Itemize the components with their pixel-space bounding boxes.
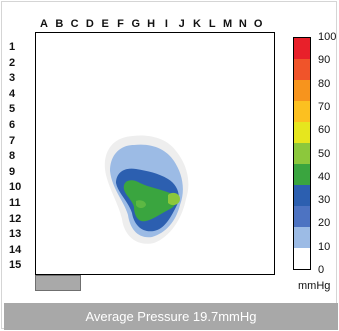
column-label-m: M	[223, 18, 233, 30]
legend-gray-swatch	[35, 275, 81, 291]
column-label-f: F	[117, 18, 124, 30]
scale-label-100: 100	[318, 31, 337, 43]
column-label-l: L	[208, 18, 216, 30]
pressure-heatmap-graphic	[104, 135, 189, 244]
row-label-3: 3	[9, 72, 16, 85]
scale-segment	[294, 206, 310, 227]
scale-label-20: 20	[318, 217, 331, 230]
scale-segment	[294, 122, 310, 143]
scale-segment	[294, 38, 310, 59]
scale-segment	[294, 185, 310, 206]
row-label-4: 4	[9, 87, 16, 100]
row-label-6: 6	[9, 119, 16, 131]
scale-label-0: 0	[318, 264, 325, 276]
scale-segment	[294, 248, 310, 269]
column-label-a: A	[40, 18, 48, 30]
row-label-7: 7	[9, 134, 16, 147]
scale-label-90: 90	[318, 54, 331, 67]
column-label-i: I	[164, 18, 168, 30]
scale-unit-label: mmHg	[298, 280, 331, 292]
average-pressure-caption: Average Pressure 19.7mmHg	[4, 303, 338, 330]
scale-segment	[294, 59, 310, 80]
row-label-13: 13	[9, 228, 22, 241]
pressure-zone-peak	[136, 200, 146, 208]
scale-label-30: 30	[318, 194, 331, 207]
column-label-b: B	[55, 18, 64, 30]
column-label-o: O	[253, 18, 263, 30]
column-label-k: K	[193, 18, 201, 30]
scale-segment	[294, 101, 310, 122]
scale-label-50: 50	[318, 147, 331, 160]
row-label-8: 8	[9, 150, 16, 163]
pressure-zone-high	[123, 180, 176, 222]
column-label-g: G	[131, 18, 141, 30]
scale-segment	[294, 227, 310, 248]
scale-label-70: 70	[318, 100, 331, 113]
row-label-9: 9	[9, 165, 16, 178]
scale-label-40: 40	[318, 170, 331, 183]
row-label-11: 11	[9, 197, 21, 209]
scale-label-60: 60	[318, 124, 331, 137]
column-label-c: C	[70, 18, 79, 30]
scale-label-10: 10	[318, 240, 331, 253]
column-label-h: H	[147, 18, 156, 30]
column-label-d: D	[85, 18, 94, 30]
column-label-n: N	[238, 18, 247, 30]
column-label-e: E	[101, 18, 109, 30]
row-label-5: 5	[9, 103, 16, 116]
scale-segment	[294, 164, 310, 185]
scale-segment	[294, 80, 310, 101]
column-label-j: J	[178, 18, 185, 30]
pressure-zone-peak	[168, 192, 180, 206]
row-label-12: 12	[9, 212, 22, 225]
row-label-14: 14	[9, 243, 22, 256]
row-label-1: 1	[9, 41, 16, 53]
row-label-10: 10	[9, 181, 22, 194]
average-pressure-text: Average Pressure 19.7mmHg	[85, 309, 257, 324]
row-label-15: 15	[9, 259, 22, 272]
row-label-2: 2	[9, 56, 16, 69]
scale-segment	[294, 143, 310, 164]
pressure-heatmap	[35, 32, 275, 275]
pressure-color-scale	[293, 37, 311, 270]
scale-label-80: 80	[318, 77, 331, 90]
